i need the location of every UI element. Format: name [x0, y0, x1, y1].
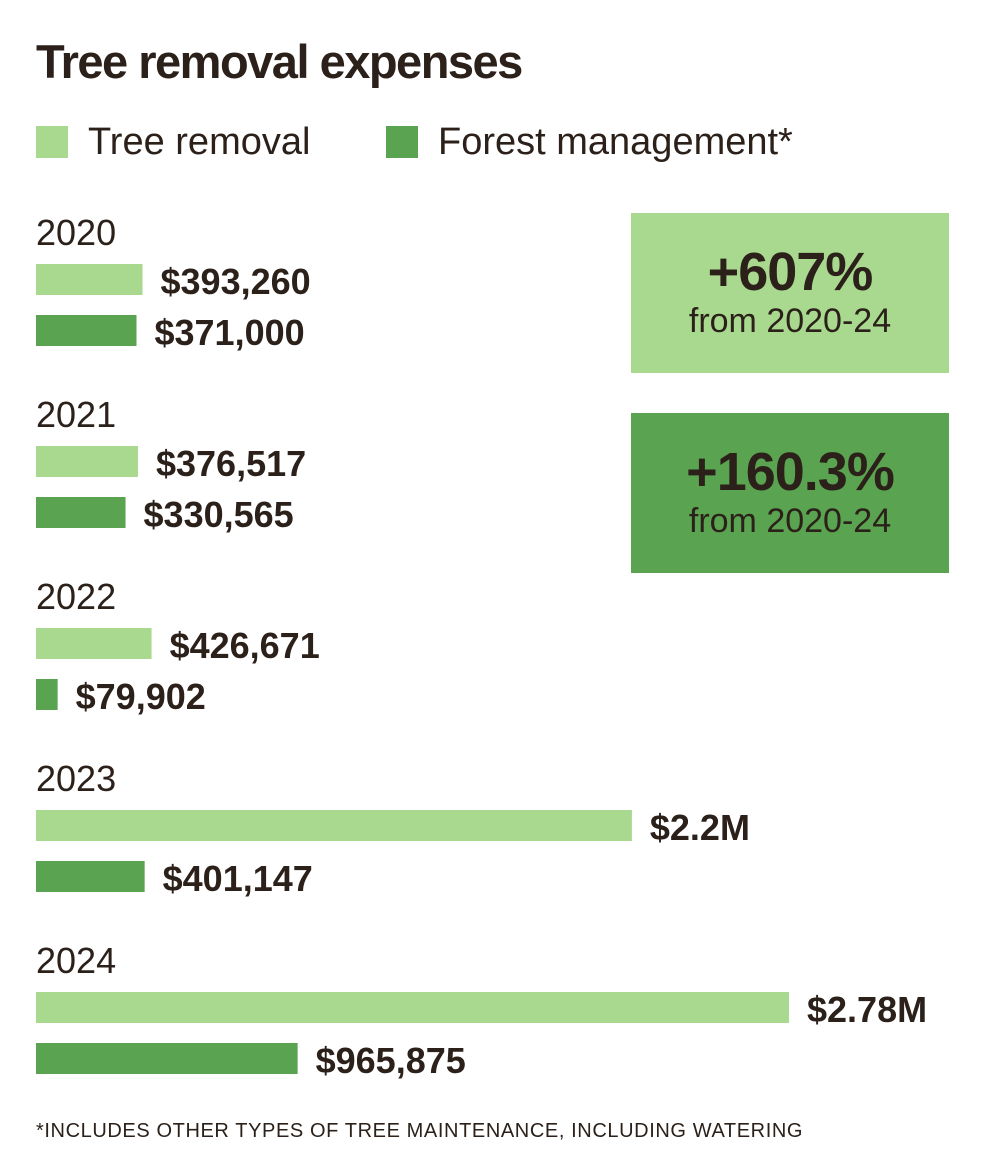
bar-forest-management-2022: [36, 679, 58, 710]
year-label-2021: 2021: [36, 394, 116, 435]
chart-title: Tree removal expenses: [36, 35, 523, 88]
footnote: *INCLUDES OTHER TYPES OF TREE MAINTENANC…: [36, 1120, 804, 1142]
bar-tree-removal-2021: [36, 446, 138, 477]
callout-forest-management-sub: from 2020-24: [688, 501, 892, 540]
value-label-forest-management-2020: $371,000: [154, 312, 304, 353]
legend-item-tree-removal: Tree removal: [36, 118, 310, 166]
value-label-tree-removal-2024: $2.78M: [807, 989, 927, 1030]
legend-item-forest-management: Forest management*: [386, 118, 793, 166]
bar-tree-removal-2024: [36, 992, 789, 1023]
legend-swatch-forest-management: [386, 126, 418, 158]
year-label-2023: 2023: [36, 758, 116, 799]
value-label-tree-removal-2021: $376,517: [156, 443, 306, 484]
year-label-2022: 2022: [36, 576, 116, 617]
legend-swatch-tree-removal: [36, 126, 68, 158]
legend-label-forest-management: Forest management*: [438, 120, 793, 163]
value-label-forest-management-2023: $401,147: [163, 858, 313, 899]
value-label-tree-removal-2023: $2.2M: [650, 807, 750, 848]
year-label-2020: 2020: [36, 212, 116, 253]
callout-forest-management-value: +160.3%: [686, 442, 895, 503]
bar-tree-removal-2022: [36, 628, 152, 659]
value-label-forest-management-2024: $965,875: [316, 1040, 466, 1081]
callout-tree-removal-sub: from 2020-24: [688, 301, 892, 340]
bar-forest-management-2020: [36, 315, 137, 346]
bar-forest-management-2021: [36, 497, 126, 528]
bar-tree-removal-2020: [36, 264, 143, 295]
legend-label-tree-removal: Tree removal: [88, 120, 311, 163]
bar-forest-management-2024: [36, 1043, 298, 1074]
value-label-tree-removal-2020: $393,260: [161, 261, 311, 302]
callout-tree-removal-value: +607%: [707, 242, 874, 303]
value-label-forest-management-2022: $79,902: [76, 676, 206, 717]
year-label-2024: 2024: [36, 940, 116, 981]
callout-forest-management-change: +160.3% from 2020-24: [631, 413, 949, 573]
bar-tree-removal-2023: [36, 810, 632, 841]
bar-forest-management-2023: [36, 861, 145, 892]
callout-tree-removal-change: +607% from 2020-24: [631, 213, 949, 373]
value-label-tree-removal-2022: $426,671: [170, 625, 320, 666]
value-label-forest-management-2021: $330,565: [144, 494, 294, 535]
